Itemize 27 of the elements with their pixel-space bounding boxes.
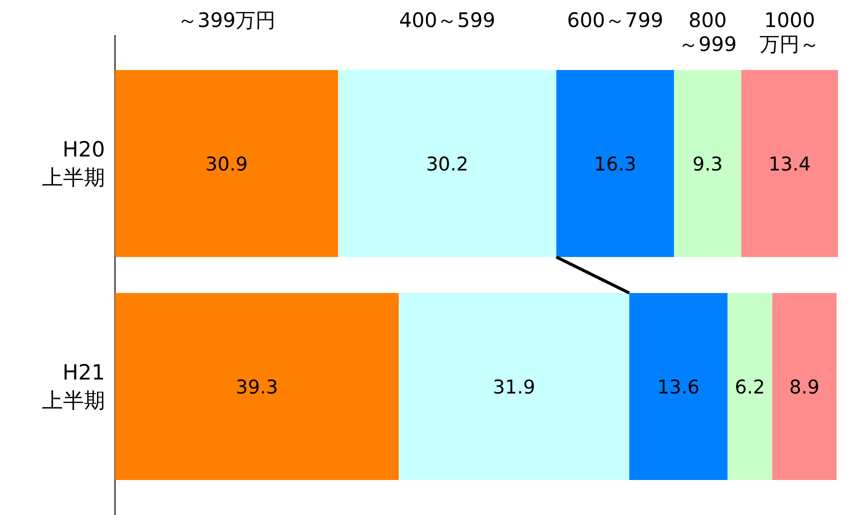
- data-label: 30.2: [426, 154, 468, 176]
- series-label: 400～599: [399, 8, 496, 32]
- data-label: 16.3: [594, 154, 636, 176]
- data-label: 31.9: [492, 376, 536, 398]
- bar: [629, 293, 728, 480]
- bar: [115, 293, 399, 480]
- data-label: 13.6: [657, 376, 700, 398]
- y-tick-label: H21 上半期: [42, 360, 105, 412]
- data-label: 9.3: [692, 154, 723, 176]
- y-tick-label: H20 上半期: [42, 138, 105, 190]
- bar: [115, 70, 338, 257]
- bar: [741, 70, 838, 257]
- series-label: 800 ～999: [678, 8, 737, 56]
- data-label: 30.9: [205, 154, 248, 176]
- bar: [338, 70, 556, 257]
- bar: [727, 293, 772, 480]
- bar: [772, 293, 837, 480]
- data-label: 13.4: [768, 154, 811, 176]
- bar: [674, 70, 742, 257]
- data-label: 8.9: [789, 376, 820, 398]
- data-label: 39.3: [236, 376, 278, 398]
- series-label: ～399万円: [178, 8, 276, 32]
- bar: [556, 70, 674, 257]
- series-label: 600～799: [567, 8, 664, 32]
- series-label: 1000 万円～: [760, 8, 820, 56]
- bar: [398, 293, 630, 480]
- data-label: 6.2: [734, 376, 765, 398]
